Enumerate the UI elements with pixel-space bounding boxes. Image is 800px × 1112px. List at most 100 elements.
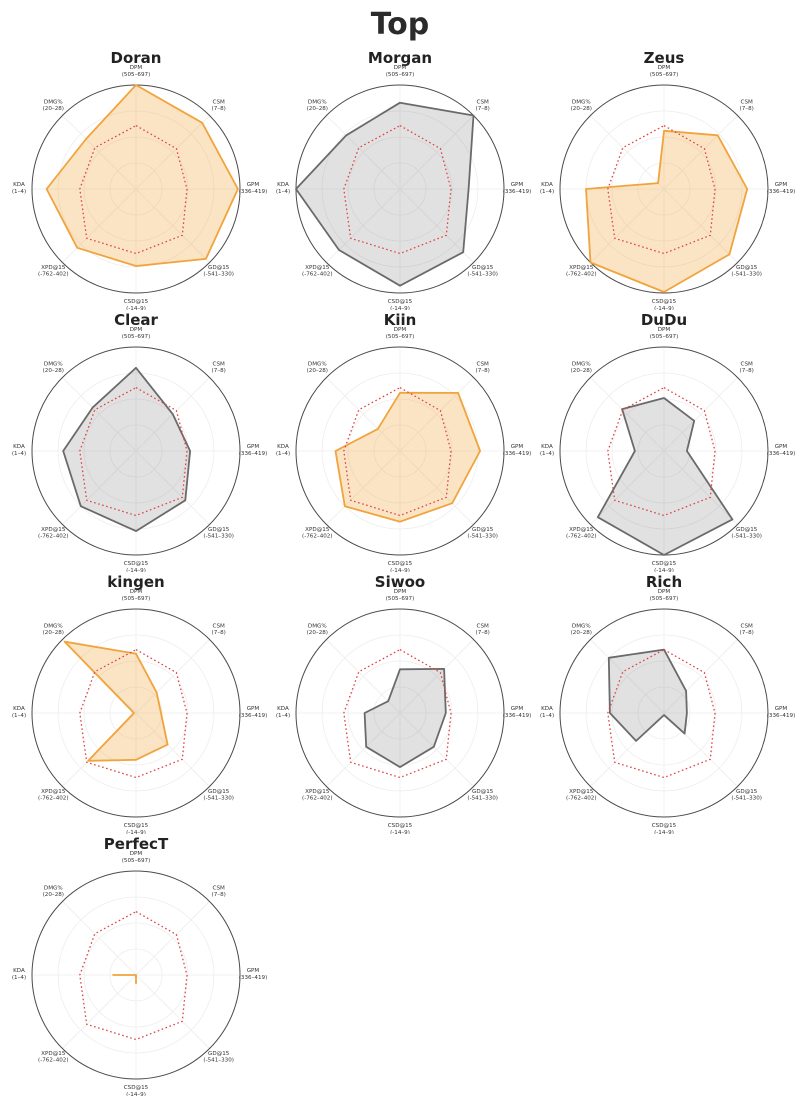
axis-range-label: (-541–330) — [203, 1058, 234, 1064]
player-polygon — [334, 391, 482, 523]
axis-range-label: (-541–330) — [731, 272, 762, 278]
radar-outline — [559, 84, 769, 294]
axis-range-label: (1–4) — [12, 189, 26, 195]
player-polygon — [596, 397, 734, 556]
player-polygon — [62, 366, 192, 533]
axis-range-label: (-541–330) — [203, 796, 234, 802]
chart-title: Rich — [645, 573, 683, 591]
grid-spoke — [135, 450, 210, 525]
axis-label: GD@15 — [208, 265, 230, 271]
player-polygon — [112, 974, 137, 985]
axis-range-label: (7–8) — [740, 368, 754, 374]
axis-label: KDA — [13, 968, 25, 974]
axis-label: DPM — [658, 65, 671, 71]
axis-range-label: (20–28) — [43, 630, 64, 636]
radar-cell: Rich DPM (505–697) CSM (7–8) GPM (336–419) GD@1… — [532, 572, 796, 834]
axis-label: XPD@15 — [305, 789, 330, 795]
axis-label: CSD@15 — [388, 561, 413, 567]
axis-range-label: (336–419) — [767, 451, 796, 457]
player-polygon — [363, 668, 447, 769]
grid-spoke — [135, 115, 210, 190]
grid-spoke — [399, 712, 474, 787]
axis-label: KDA — [13, 444, 25, 450]
radar-cell: Clear DPM (505–697) CSM (7–8) GPM (336–419) GD@… — [4, 310, 268, 572]
axis-label: CSM — [477, 362, 489, 368]
radar-cell: kingen DPM (505–697) CSM (7–8) GPM (336–419) GD… — [4, 572, 268, 834]
axis-label: GPM — [247, 444, 260, 450]
axis-label: CSD@15 — [652, 299, 677, 305]
axis-range-label: (-762–402) — [566, 534, 597, 540]
axis-range-label: (-541–330) — [467, 272, 498, 278]
axis-range-label: (-14–9) — [126, 830, 146, 834]
axis-range-label: (-14–9) — [390, 306, 410, 310]
grid-spoke — [135, 712, 210, 787]
axis-range-label: (-762–402) — [38, 272, 69, 278]
axis-range-label: (20–28) — [571, 630, 592, 636]
axis-label: GD@15 — [472, 527, 494, 533]
axis-range-label: (1–4) — [540, 451, 554, 457]
radar-chart: DPM(505–697) CSM(7–8) GPM(336–419) GD@15(-5… — [12, 327, 267, 572]
grid-spoke — [663, 450, 738, 525]
grid-spoke — [399, 188, 474, 263]
axis-label: CSM — [213, 100, 225, 106]
axis-label: KDA — [277, 706, 289, 712]
axis-label: CSD@15 — [652, 561, 677, 567]
radar-chart: DPM(505–697) CSM(7–8) GPM(336–419) GD@15(-5… — [540, 327, 796, 572]
player-polygon — [63, 640, 169, 762]
axis-label: DMG% — [572, 624, 591, 630]
axis-range-label: (336–419) — [503, 451, 532, 457]
axis-range-label: (505–697) — [650, 596, 679, 602]
axis-label: XPD@15 — [41, 265, 66, 271]
grid-spoke — [326, 115, 401, 190]
radar-cell: Doran DPM (505–697) CSM (7–8) GPM (336–419) GD@… — [4, 48, 268, 310]
axis-label: GD@15 — [736, 265, 758, 271]
radar-outline — [31, 870, 241, 1080]
axis-range-label: (20–28) — [571, 106, 592, 112]
axis-range-label: (336–419) — [239, 975, 268, 981]
axis-label: GD@15 — [208, 527, 230, 533]
axis-label: XPD@15 — [569, 789, 594, 795]
baseline-polygon — [343, 124, 452, 255]
chart-title: Morgan — [367, 49, 433, 67]
axis-range-label: (336–419) — [767, 189, 796, 195]
grid-spoke — [62, 974, 137, 1049]
grid-spoke — [399, 450, 474, 525]
axis-range-label: (-14–9) — [390, 568, 410, 572]
axis-label: DMG% — [44, 100, 63, 106]
axis-range-label: (-762–402) — [566, 272, 597, 278]
axis-label: DMG% — [308, 624, 327, 630]
axis-label: GD@15 — [736, 789, 758, 795]
axis-range-label: (505–697) — [650, 334, 679, 340]
axis-label: DMG% — [44, 362, 63, 368]
axis-label: CSM — [477, 100, 489, 106]
axis-label: CSD@15 — [124, 561, 149, 567]
axis-label: CSD@15 — [124, 823, 149, 829]
axis-range-label: (505–697) — [122, 858, 151, 864]
axis-range-label: (1–4) — [12, 451, 26, 457]
axis-range-label: (-541–330) — [203, 272, 234, 278]
axis-label: GPM — [775, 182, 788, 188]
axis-range-label: (-14–9) — [654, 306, 674, 310]
axis-range-label: (1–4) — [276, 189, 290, 195]
chart-title: kingen — [107, 573, 165, 591]
axis-label: GD@15 — [472, 265, 494, 271]
axis-range-label: (-541–330) — [467, 534, 498, 540]
grid-spoke — [135, 974, 210, 1049]
axis-label: XPD@15 — [41, 527, 66, 533]
grid-spoke — [399, 639, 474, 714]
baseline-polygon — [607, 124, 716, 255]
axis-label: KDA — [541, 182, 553, 188]
axis-range-label: (505–697) — [386, 596, 415, 602]
axis-label: DMG% — [44, 886, 63, 892]
axis-label: CSM — [741, 100, 753, 106]
axis-range-label: (7–8) — [212, 368, 226, 374]
axis-label: DPM — [130, 589, 143, 595]
grid-spoke — [62, 377, 137, 452]
radar-chart: DPM(505–697) CSM(7–8) GPM(336–419) GD@15(-5… — [276, 65, 531, 310]
axis-label: GPM — [511, 182, 524, 188]
page-title: Top — [370, 7, 430, 42]
axis-label: CSM — [213, 362, 225, 368]
axis-range-label: (-762–402) — [302, 534, 333, 540]
axis-label: DMG% — [572, 100, 591, 106]
axis-label: XPD@15 — [305, 265, 330, 271]
